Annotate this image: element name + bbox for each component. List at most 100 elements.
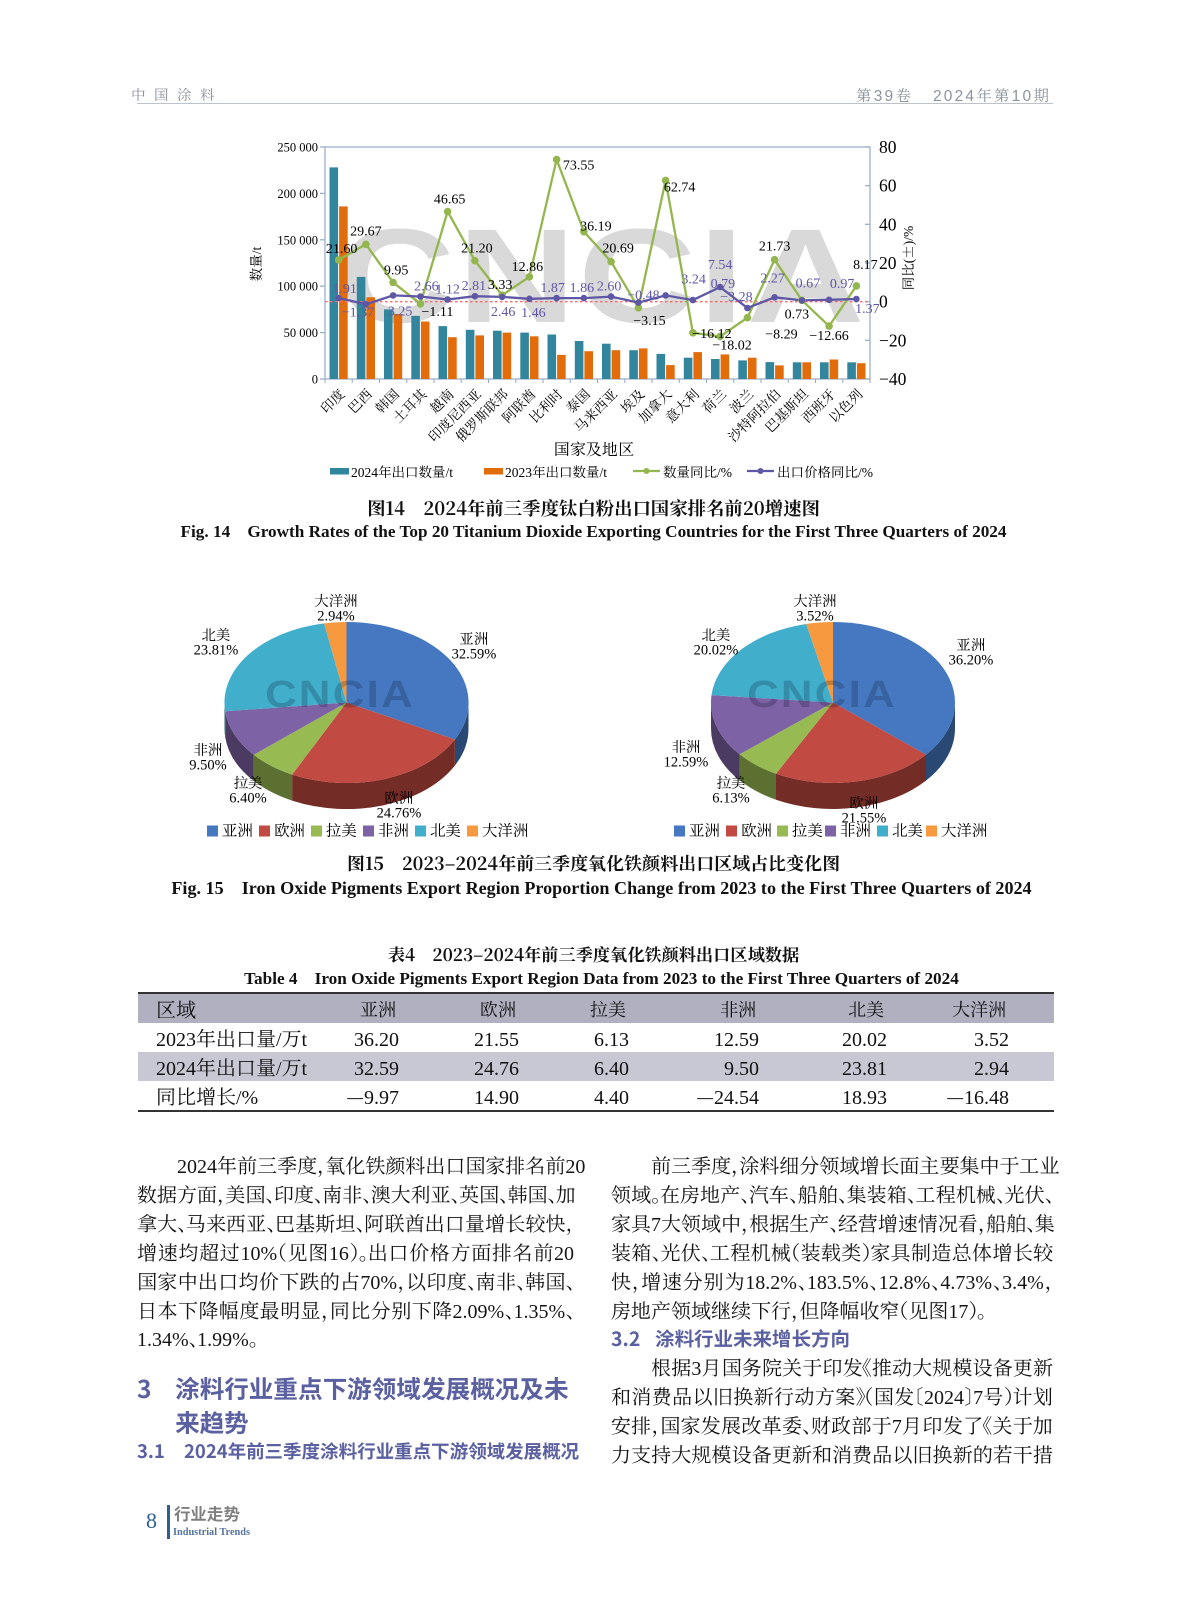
svg-text:−0.48: −0.48 xyxy=(627,285,659,305)
svg-text:北美: 北美 xyxy=(892,819,923,841)
svg-text:0: 0 xyxy=(312,370,318,388)
svg-text:−18.02: −18.02 xyxy=(712,335,751,355)
svg-text:荷兰: 荷兰 xyxy=(697,384,730,417)
svg-text:数量同比/%: 数量同比/% xyxy=(663,461,732,481)
svg-text:2.60: 2.60 xyxy=(597,276,622,296)
svg-text:−12.66: −12.66 xyxy=(809,325,848,345)
svg-text:73.55: 73.55 xyxy=(563,155,595,175)
svg-text:非洲: 非洲 xyxy=(672,736,701,757)
svg-text:北美: 北美 xyxy=(202,624,231,645)
svg-text:32.59%: 32.59% xyxy=(452,643,497,664)
svg-text:−3.15: −3.15 xyxy=(633,310,665,330)
svg-text:同比(±)/%: 同比(±)/% xyxy=(897,226,917,291)
svg-text:−40: −40 xyxy=(879,366,907,391)
svg-text:1.91: 1.91 xyxy=(332,278,357,298)
svg-text:1.37: 1.37 xyxy=(855,298,880,318)
svg-text:6.13%: 6.13% xyxy=(712,787,749,808)
svg-text:9.50%: 9.50% xyxy=(189,754,226,775)
svg-text:大洋洲: 大洋洲 xyxy=(482,819,529,841)
svg-text:3.33: 3.33 xyxy=(488,274,513,294)
svg-text:1.12: 1.12 xyxy=(435,279,460,299)
svg-text:29.67: 29.67 xyxy=(350,220,382,240)
svg-text:国家及地区: 国家及地区 xyxy=(554,437,634,460)
svg-text:9.95: 9.95 xyxy=(384,259,409,279)
svg-text:2.46: 2.46 xyxy=(491,301,516,321)
svg-text:62.74: 62.74 xyxy=(664,176,696,196)
svg-text:−1.11: −1.11 xyxy=(421,301,453,321)
svg-text:欧洲: 欧洲 xyxy=(274,819,305,841)
svg-text:−20: −20 xyxy=(879,327,907,352)
svg-text:21.60: 21.60 xyxy=(326,238,358,258)
svg-text:20.02%: 20.02% xyxy=(694,639,739,660)
svg-text:3.25: 3.25 xyxy=(388,300,413,320)
svg-text:0.67: 0.67 xyxy=(796,272,821,292)
svg-text:北美: 北美 xyxy=(702,624,731,645)
svg-text:北美: 北美 xyxy=(430,819,461,841)
svg-text:欧洲: 欧洲 xyxy=(385,787,414,808)
svg-text:150 000: 150 000 xyxy=(277,230,318,248)
svg-text:亚洲: 亚洲 xyxy=(689,819,720,841)
svg-text:1.86: 1.86 xyxy=(570,277,595,297)
svg-text:亚洲: 亚洲 xyxy=(460,628,489,649)
svg-text:100 000: 100 000 xyxy=(277,277,318,295)
svg-text:2.81: 2.81 xyxy=(462,275,487,295)
svg-text:2.27: 2.27 xyxy=(760,267,785,287)
svg-text:250 000: 250 000 xyxy=(277,138,318,156)
svg-text:大洋洲: 大洋洲 xyxy=(941,819,988,841)
svg-text:24.76%: 24.76% xyxy=(377,802,422,823)
svg-text:2.66: 2.66 xyxy=(414,276,439,296)
svg-text:非洲: 非洲 xyxy=(194,739,223,760)
svg-text:拉美: 拉美 xyxy=(234,772,263,793)
svg-text:非洲: 非洲 xyxy=(378,819,409,841)
svg-text:0.97: 0.97 xyxy=(830,273,855,293)
svg-text:8.17: 8.17 xyxy=(853,254,878,274)
svg-text:亚洲: 亚洲 xyxy=(222,819,253,841)
svg-text:出口价格同比/%: 出口价格同比/% xyxy=(777,461,873,481)
svg-text:3.52%: 3.52% xyxy=(796,605,833,626)
svg-text:−1.37: −1.37 xyxy=(342,301,374,321)
svg-text:2.94%: 2.94% xyxy=(317,605,354,626)
svg-text:50 000: 50 000 xyxy=(284,323,318,341)
svg-text:2023年出口数量/t: 2023年出口数量/t xyxy=(505,461,607,481)
svg-text:大洋洲: 大洋洲 xyxy=(793,590,837,611)
svg-text:21.20: 21.20 xyxy=(461,238,493,258)
svg-text:−8.29: −8.29 xyxy=(765,324,797,344)
svg-text:1.46: 1.46 xyxy=(521,302,546,322)
svg-text:−3.28: −3.28 xyxy=(720,286,752,306)
svg-text:CNCIA: CNCIA xyxy=(747,673,897,716)
svg-text:0.73: 0.73 xyxy=(785,303,810,323)
svg-text:2024年出口数量/t: 2024年出口数量/t xyxy=(351,461,453,481)
svg-text:−16.12: −16.12 xyxy=(692,323,731,343)
svg-text:80: 80 xyxy=(879,134,897,159)
svg-text:46.65: 46.65 xyxy=(434,189,466,209)
svg-text:12.86: 12.86 xyxy=(512,256,544,276)
svg-text:印度: 印度 xyxy=(315,383,349,417)
svg-text:亚洲: 亚洲 xyxy=(957,634,986,655)
svg-text:36.19: 36.19 xyxy=(580,216,612,236)
svg-text:1.87: 1.87 xyxy=(540,277,565,297)
svg-text:6.40%: 6.40% xyxy=(229,787,266,808)
svg-text:20: 20 xyxy=(879,250,897,275)
svg-text:非洲: 非洲 xyxy=(840,819,871,841)
svg-text:拉美: 拉美 xyxy=(326,819,357,841)
svg-text:0: 0 xyxy=(879,289,888,314)
svg-text:21.55%: 21.55% xyxy=(842,807,887,828)
svg-text:拉美: 拉美 xyxy=(792,819,823,841)
svg-text:60: 60 xyxy=(879,173,897,198)
svg-text:12.59%: 12.59% xyxy=(664,751,709,772)
svg-text:40: 40 xyxy=(879,211,897,236)
svg-text:21.73: 21.73 xyxy=(759,236,791,256)
svg-text:23.81%: 23.81% xyxy=(194,639,239,660)
svg-text:36.20%: 36.20% xyxy=(949,649,994,670)
svg-text:20.69: 20.69 xyxy=(602,238,634,258)
svg-text:200 000: 200 000 xyxy=(277,184,318,202)
svg-text:3.24: 3.24 xyxy=(681,268,706,288)
svg-text:0.79: 0.79 xyxy=(711,273,736,293)
svg-text:欧洲: 欧洲 xyxy=(850,792,879,813)
svg-text:7.54: 7.54 xyxy=(708,254,733,274)
svg-text:拉美: 拉美 xyxy=(717,772,746,793)
svg-text:大洋洲: 大洋洲 xyxy=(314,590,358,611)
svg-text:欧洲: 欧洲 xyxy=(741,819,772,841)
svg-text:数量/t: 数量/t xyxy=(245,247,265,282)
svg-text:CNCIA: CNCIA xyxy=(265,673,415,716)
